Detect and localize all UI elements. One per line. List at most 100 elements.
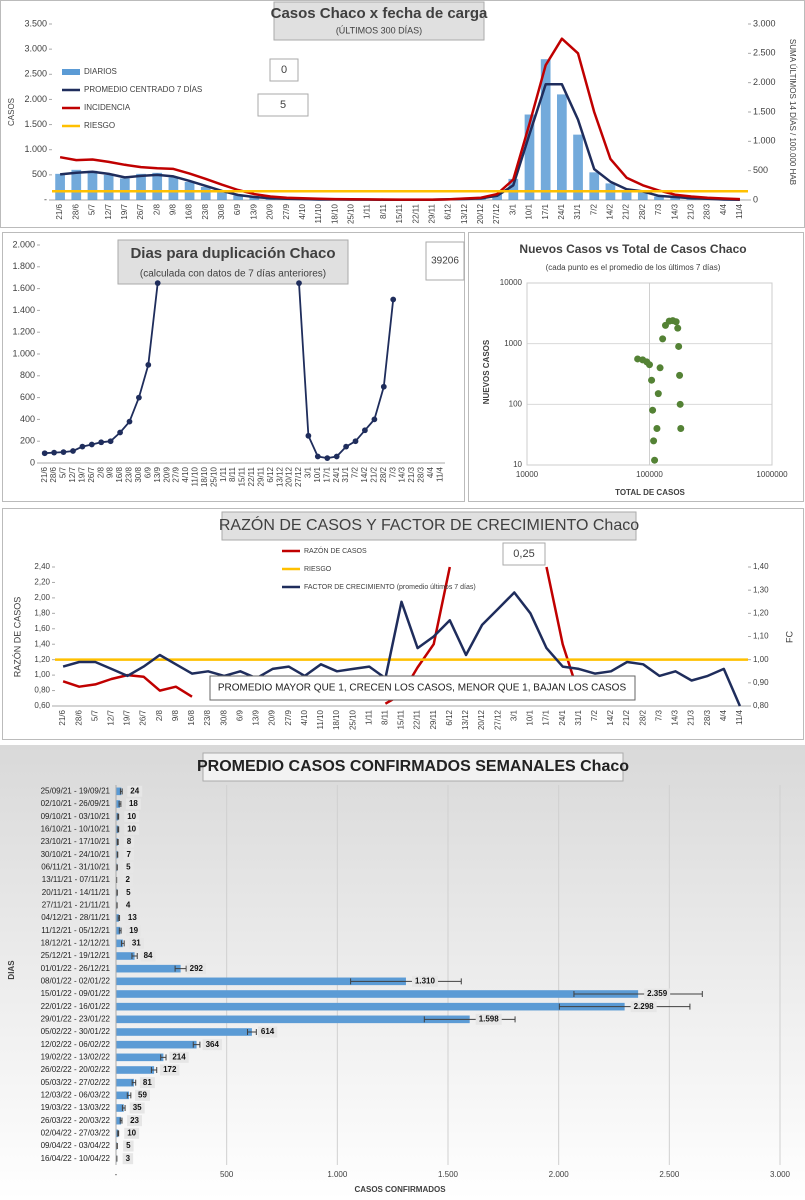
x-tick-label: 11/10: [316, 709, 325, 729]
y-tick-label: 08/01/22 - 02/01/22: [41, 976, 111, 985]
x-tick-label: 2/8: [152, 203, 161, 215]
annotation-box: [502, 542, 546, 566]
value-label-box: [123, 861, 134, 873]
value-label: 214: [172, 1052, 186, 1061]
value-label: 614: [261, 1027, 275, 1036]
legend-label: RIESGO: [304, 566, 332, 573]
x-tick-label: 6/12: [266, 466, 275, 482]
point: [656, 364, 664, 372]
x-tick-label: 17/1: [322, 466, 331, 482]
y-tick-label: 500: [753, 165, 768, 175]
x-tick-label: 24/1: [558, 709, 567, 725]
x-tick-label: 29/11: [427, 203, 436, 223]
line: [59, 37, 740, 201]
value-label-box: [139, 1077, 155, 1089]
y-tick-label: 1,60: [34, 624, 50, 633]
value-label-box: [630, 1001, 657, 1013]
y-tick-label: 25/09/21 - 19/09/21: [41, 786, 111, 795]
x-tick-label: 4/10: [298, 203, 307, 219]
y-tick-label: 12/02/22 - 06/02/22: [41, 1040, 111, 1049]
y-axis-title: RAZÓN DE CASOS: [12, 597, 22, 678]
x-tick-label: 10000: [516, 470, 539, 479]
x-tick-label: 14/3: [670, 203, 679, 219]
x-tick-label: 14/3: [671, 709, 680, 725]
y-tick-label: 29/01/22 - 23/01/22: [41, 1014, 111, 1023]
x-tick-label: 21/2: [369, 466, 378, 482]
x-tick-label: 24/1: [557, 203, 566, 219]
error-bar: [119, 788, 123, 795]
x-tick-label: 7/2: [351, 466, 360, 478]
chart-title: Dias para duplicación Chaco: [130, 245, 335, 262]
x-tick-label: 4/4: [719, 709, 728, 721]
x-tick-label: 17/1: [542, 709, 551, 725]
x-tick-label: 30/8: [217, 203, 226, 219]
y-axis-title: DIAS: [7, 960, 16, 980]
x-tick-label: 7/3: [388, 466, 397, 478]
x-tick-label: 31/1: [341, 466, 350, 482]
x-tick-label: 20/9: [266, 203, 275, 219]
x-tick-label: 28/3: [417, 466, 426, 482]
y-tick-label: 20/11/21 - 14/11/21: [42, 888, 111, 897]
x-tick-label: 1/11: [219, 466, 228, 482]
plot-border: [526, 282, 773, 466]
x-tick-label: 1/11: [363, 203, 372, 219]
value-label: 4: [126, 900, 131, 909]
x-tick-label: 5/7: [59, 466, 68, 478]
annotation: 39206: [431, 256, 459, 267]
point: [651, 456, 659, 464]
y-tick-label: 400: [20, 414, 35, 424]
x-tick-label: 15/11: [238, 466, 247, 486]
error-bar: [117, 826, 120, 833]
x-tick-label: 4/10: [181, 466, 190, 482]
x-tick-label: 12/7: [68, 466, 77, 482]
value-label-box: [169, 1051, 189, 1063]
y-tick-label: 10: [513, 460, 522, 469]
y-tick-label: 1.000: [24, 144, 47, 154]
bar: [168, 177, 179, 200]
chart-title: RAZÓN DE CASOS Y FACTOR DE CRECIMIENTO C…: [219, 515, 639, 534]
y-tick-label: 25/12/21 - 19/12/21: [41, 951, 111, 960]
legend-label: PROMEDIO CENTRADO 7 DÍAS: [84, 85, 202, 94]
bar: [589, 172, 600, 200]
value-label-box: [122, 899, 134, 911]
bar: [217, 191, 227, 200]
y-tick-label: 1.600: [12, 283, 35, 293]
value-label: 24: [130, 786, 139, 795]
value-label-box: [124, 823, 140, 835]
value-label: 5: [126, 888, 131, 897]
y-tick-label: 1,40: [753, 562, 769, 571]
value-label-box: [126, 925, 142, 937]
x-tick-label: 28/6: [74, 709, 83, 725]
value-label: 2.298: [634, 1002, 655, 1011]
x-tick-label: 9/8: [171, 709, 180, 721]
x-tick-label: 18/10: [200, 466, 209, 487]
chart-subtitle: (ÚLTIMOS 300 DÍAS): [336, 25, 422, 35]
y-tick-label: 0,80: [753, 701, 769, 710]
legend-label: FACTOR DE CRECIMIENTO (promedio últimos …: [304, 584, 476, 591]
value-label: 35: [133, 1103, 142, 1112]
bar: [119, 178, 130, 200]
x-tick-label: 6/12: [444, 203, 453, 219]
value-label-box: [202, 1039, 222, 1051]
value-label: 81: [143, 1078, 152, 1087]
x-tick-label: 11/10: [314, 203, 323, 223]
y-tick-label: 1.800: [12, 261, 35, 271]
y-tick-label: 02/10/21 - 26/09/21: [41, 799, 111, 808]
x-tick-label: 14/2: [606, 709, 615, 725]
point: [659, 335, 667, 343]
bar: [637, 192, 648, 200]
error-bar: [192, 1041, 201, 1048]
point: [672, 318, 680, 326]
x-tick-label: 4/4: [719, 203, 728, 215]
x-tick-label: 27/12: [492, 203, 501, 224]
y-tick-label: 3.000: [753, 18, 776, 28]
bar: [71, 169, 82, 200]
x-axis-title: CASOS CONFIRMADOS: [354, 1185, 446, 1194]
x-tick-label: 13/12: [275, 466, 284, 487]
value-label-box: [125, 798, 141, 810]
bar: [116, 926, 121, 935]
y-tick-label: 30/10/21 - 24/10/21: [41, 850, 111, 859]
y-tick-label: 2.000: [12, 239, 35, 249]
value-label-box: [124, 912, 140, 924]
bar: [116, 914, 119, 922]
